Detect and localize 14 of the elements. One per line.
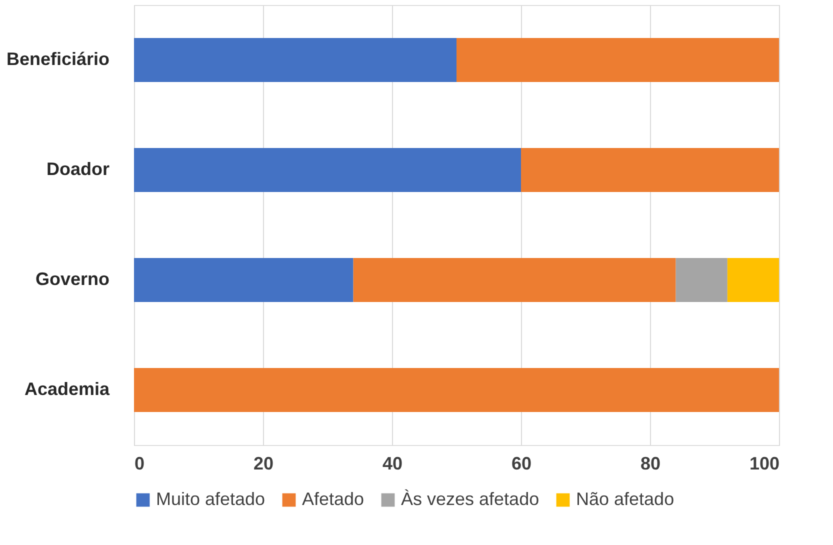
legend-label: Afetado [302,489,364,509]
x-tick-label: 0 [134,454,145,474]
legend-label: Muito afetado [156,489,266,509]
y-tick-label: Beneficiário [6,49,110,69]
x-tick-label: 60 [511,454,532,474]
legend-label: Às vezes afetado [401,489,540,509]
x-tick-label: 100 [749,454,780,474]
x-tick-label: 80 [640,454,661,474]
legend-label: Não afetado [576,489,674,509]
y-tick-label: Doador [46,159,110,179]
x-tick-label: 40 [382,454,403,474]
y-tick-label: Academia [24,379,110,399]
y-tick-label: Governo [35,269,110,289]
x-tick-label: 20 [253,454,274,474]
